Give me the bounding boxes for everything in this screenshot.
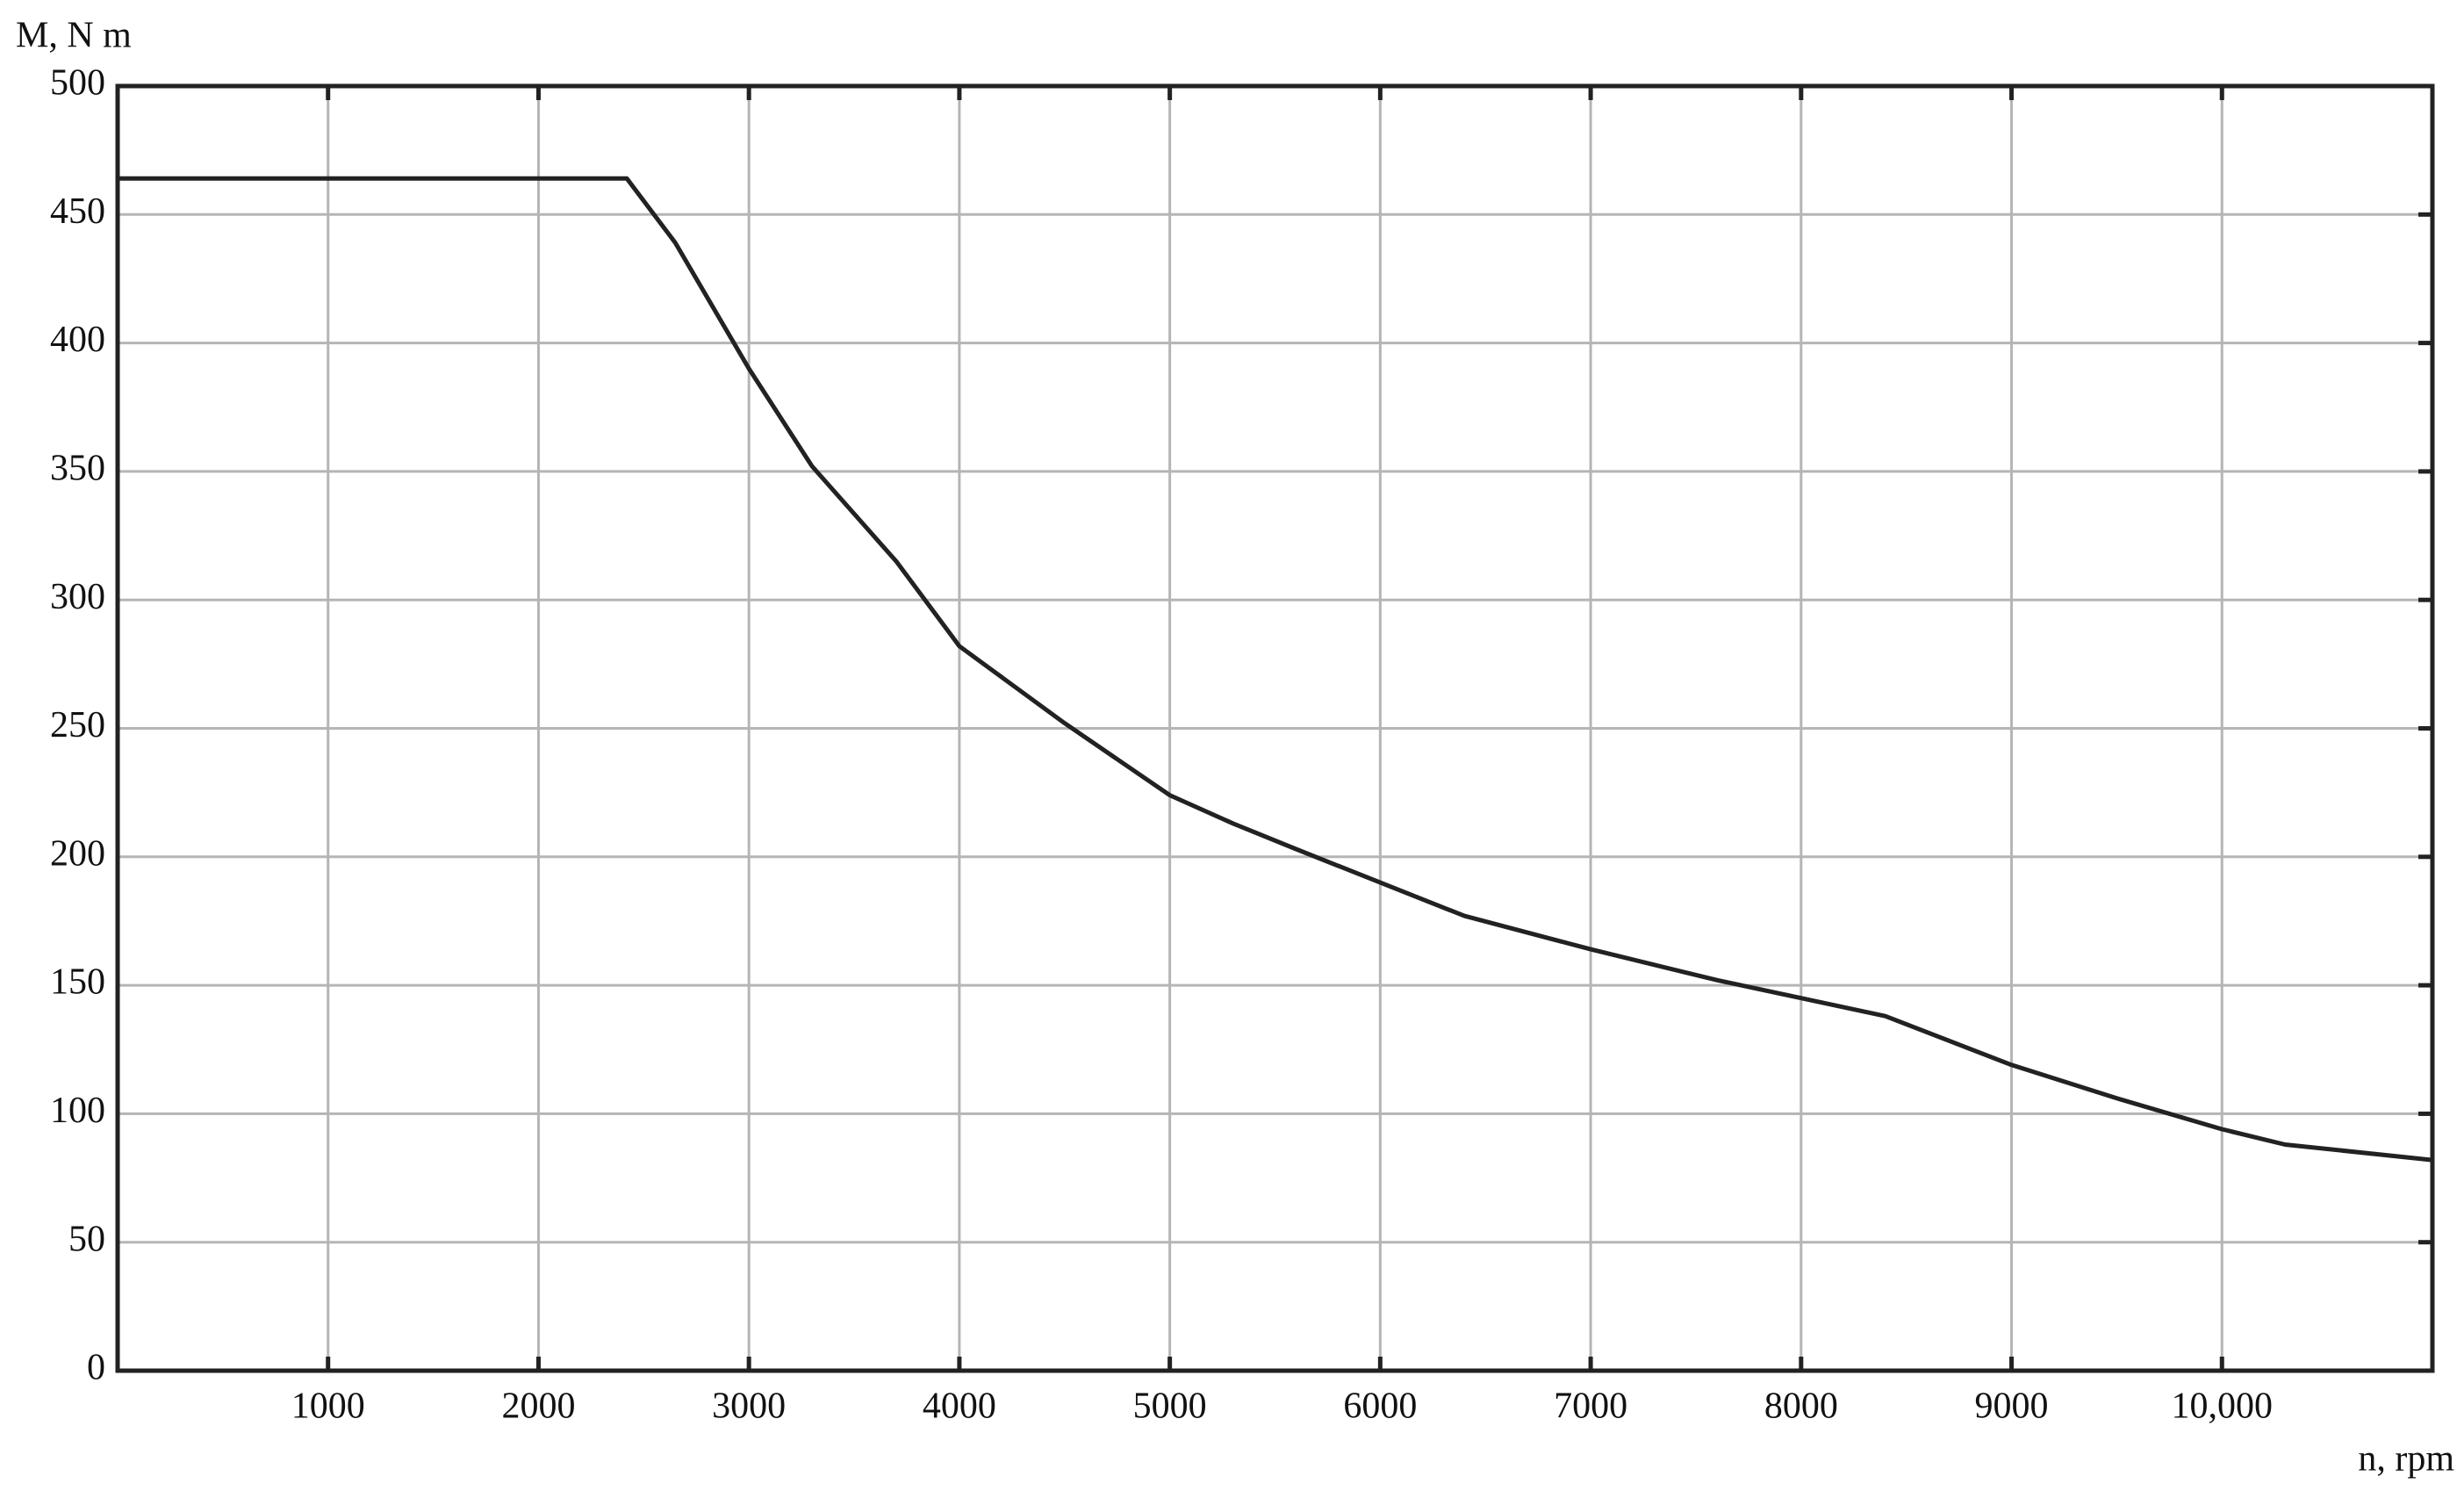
x-tick-label: 8000: [1764, 1386, 1838, 1427]
x-axis-label: n, rpm: [2358, 1439, 2454, 1480]
x-tick-label: 2000: [501, 1386, 575, 1427]
x-tick-label: 6000: [1343, 1386, 1417, 1427]
y-axis-label: M, N m: [16, 16, 132, 56]
x-tick-label: 5000: [1133, 1386, 1207, 1427]
y-tick-label: 450: [50, 191, 105, 232]
x-tick-label: 4000: [923, 1386, 996, 1427]
data-line: [118, 176, 2433, 1163]
y-tick-label: 400: [50, 320, 105, 360]
x-tick-label: 3000: [712, 1386, 786, 1427]
y-tick-label: 300: [50, 577, 105, 617]
x-tick-label: 9000: [1975, 1386, 2049, 1427]
plot-frame: [115, 83, 2435, 1373]
y-tick-label: 100: [50, 1091, 105, 1131]
y-tick-label: 150: [50, 962, 105, 1003]
y-tick-label: 0: [87, 1348, 105, 1388]
y-tick-label: 200: [50, 833, 105, 874]
x-tick-label: 7000: [1554, 1386, 1627, 1427]
x-tick-label: 1000: [291, 1386, 365, 1427]
y-tick-label: 250: [50, 705, 105, 745]
y-tick-label: 350: [50, 449, 105, 489]
x-tick-label: 10,000: [2172, 1386, 2274, 1427]
y-tick-label: 50: [68, 1219, 105, 1259]
y-tick-label: 500: [50, 63, 105, 104]
